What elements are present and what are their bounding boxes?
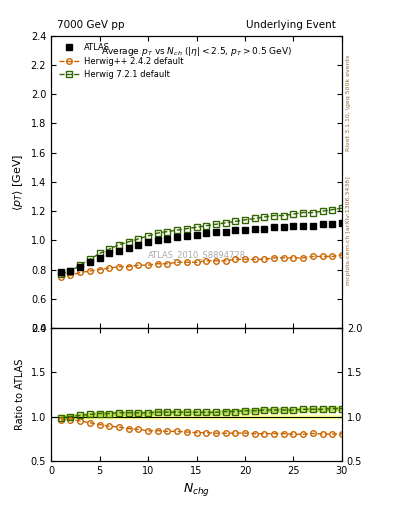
Text: Underlying Event: Underlying Event	[246, 20, 336, 30]
Text: mcplots.cern.ch [arXiv:1306.3436]: mcplots.cern.ch [arXiv:1306.3436]	[346, 176, 351, 285]
Legend: ATLAS, Herwig++ 2.4.2 default, Herwig 7.2.1 default: ATLAS, Herwig++ 2.4.2 default, Herwig 7.…	[55, 40, 186, 82]
Y-axis label: Ratio to ATLAS: Ratio to ATLAS	[15, 359, 25, 430]
Text: Rivet 3.1.10, \geq 500k events: Rivet 3.1.10, \geq 500k events	[346, 54, 351, 151]
Text: ATLAS_2010_S8894728: ATLAS_2010_S8894728	[147, 250, 246, 260]
X-axis label: $N_{chg}$: $N_{chg}$	[183, 481, 210, 498]
Text: 7000 GeV pp: 7000 GeV pp	[57, 20, 125, 30]
Y-axis label: $\langle p_T \rangle$ [GeV]: $\langle p_T \rangle$ [GeV]	[11, 153, 25, 210]
Text: Average $p_T$ vs $N_{ch}$ ($|\eta| < 2.5$, $p_T > 0.5$ GeV): Average $p_T$ vs $N_{ch}$ ($|\eta| < 2.5…	[101, 45, 292, 58]
